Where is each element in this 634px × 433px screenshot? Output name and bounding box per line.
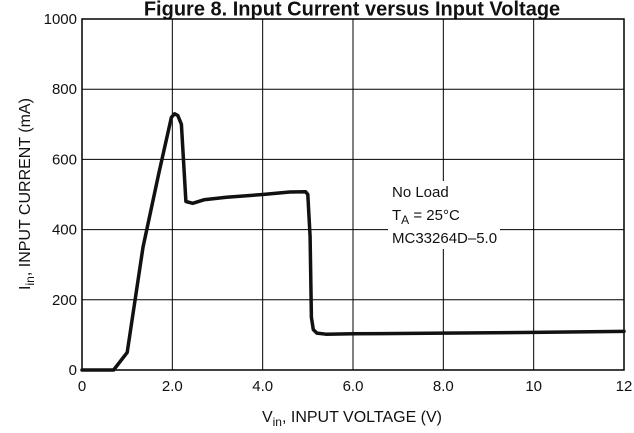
x-axis-title-main: V — [262, 409, 273, 426]
y-axis-title-rest: , INPUT CURRENT (mA) — [17, 98, 34, 276]
y-tick-label: 400 — [52, 222, 77, 239]
x-tick-label: 4.0 — [252, 378, 273, 395]
chart-title: Figure 8. Input Current versus Input Vol… — [144, 0, 560, 21]
annotation-device: MC33264D–5.0 — [392, 230, 497, 247]
y-axis-title: Iin, INPUT CURRENT (mA) — [17, 98, 37, 290]
x-tick-label: 0 — [78, 378, 86, 395]
x-axis-title-sub: in — [273, 415, 282, 429]
annotation-background — [388, 181, 500, 249]
input-current-curve — [80, 112, 626, 372]
grid — [82, 19, 624, 370]
x-axis-title-rest: , INPUT VOLTAGE (V) — [282, 409, 442, 426]
annotation-temp-main: T — [392, 207, 401, 224]
y-tick-label: 1000 — [44, 11, 77, 28]
y-tick-label: 600 — [52, 151, 77, 168]
y-axis-title-sub: in — [23, 276, 37, 285]
annotation-temp-rest: = 25°C — [409, 207, 460, 224]
x-tick-label: 10 — [525, 378, 542, 395]
x-tick-label: 6.0 — [343, 378, 364, 395]
x-tick-label: 12 — [616, 378, 633, 395]
y-tick-label: 200 — [52, 292, 77, 309]
annotation-temp-sub: A — [401, 213, 409, 227]
x-axis-title: Vin, INPUT VOLTAGE (V) — [262, 409, 442, 429]
y-axis-ticks: 0 200 400 600 800 1000 — [44, 11, 77, 379]
x-tick-label: 8.0 — [433, 378, 454, 395]
x-axis-ticks: 0 2.0 4.0 6.0 8.0 10 12 — [78, 378, 633, 395]
annotation: No Load TA = 25°C MC33264D–5.0 — [392, 184, 497, 247]
annotation-load: No Load — [392, 184, 449, 201]
plot-frame — [81, 18, 625, 371]
y-axis-title-main: I — [17, 285, 34, 289]
x-tick-label: 2.0 — [162, 378, 183, 395]
y-tick-label: 800 — [52, 81, 77, 98]
y-tick-label: 0 — [69, 362, 77, 379]
annotation-temperature: TA = 25°C — [392, 207, 460, 227]
